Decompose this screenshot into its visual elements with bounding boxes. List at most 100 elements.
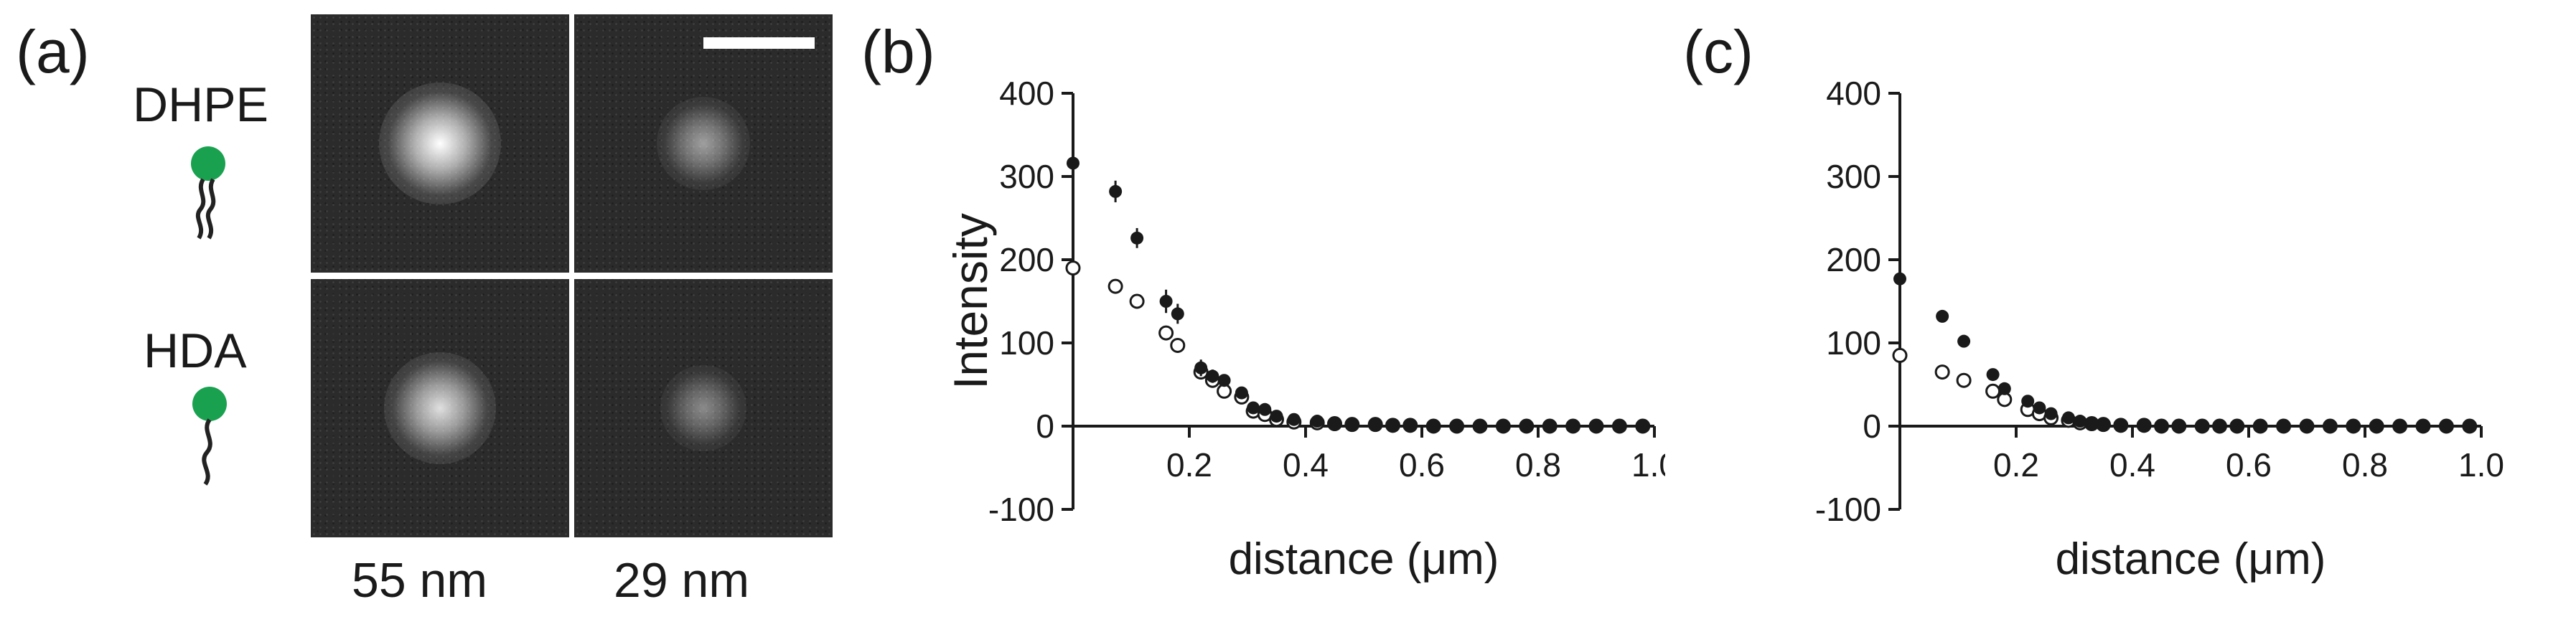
data-point-filled [1369,418,1382,431]
data-point-filled [2440,420,2453,433]
data-point-filled [2213,418,2226,432]
data-point-filled [1217,374,1231,387]
data-point-filled [1345,417,1359,430]
data-point-open [1956,372,1972,388]
data-point-filled [2044,407,2058,420]
data-point-filled [2393,420,2407,433]
x-tick-label: 0.2 [1993,446,2039,484]
fluorescent-spot [379,83,501,204]
data-point-filled [2370,420,2384,433]
data-point-filled [1427,418,1441,432]
data-point-filled [1986,368,2000,382]
data-point-open [1170,337,1186,353]
panel-a-letter: (a) [16,18,90,85]
data-point-filled [1130,231,1144,245]
data-point-filled [2254,420,2267,433]
y-tick-label: 100 [999,324,1054,362]
row-label-hda: HDA [144,324,247,378]
micrograph-dhpe-29nm [574,14,833,273]
panel-c-letter: (c) [1683,18,1753,85]
data-point-open [1934,364,1950,380]
micrograph-dhpe-55nm [311,14,569,273]
data-point-filled [2155,418,2168,432]
y-tick-label: -100 [988,491,1054,528]
lipid-double-tail-icon [191,146,225,240]
fluorescent-spot [660,364,747,452]
x-tick-label: 0.8 [2342,446,2388,484]
column-label-55nm: 55 nm [352,553,487,608]
data-point-open [1892,347,1908,363]
data-point-filled [2061,411,2075,425]
data-point-filled [2021,395,2035,408]
data-point-filled [1109,184,1123,198]
y-tick-label: 0 [1863,407,1881,445]
data-point-filled [1957,334,1971,348]
data-point-filled [1936,309,1949,323]
data-point-filled [1636,420,1649,433]
data-point-filled [2137,418,2151,431]
column-label-29nm: 29 nm [614,553,749,608]
data-point-filled [1566,420,1580,433]
data-point-filled [1590,420,1603,433]
micrograph-hda-29nm [574,279,833,537]
y-tick-label: 400 [1826,75,1881,112]
data-point-filled [1247,401,1260,415]
data-point-filled [1450,420,1463,433]
data-point-filled [2085,416,2099,430]
x-tick-label: 0.4 [1283,446,1329,484]
data-point-open [1129,293,1145,309]
data-point-filled [1497,420,1510,433]
data-point-filled [1328,416,1341,430]
chart-c: -100 0 100 200 300 400 0.2 0.4 0.6 0.8 1.0 distance… [1815,75,2504,584]
data-point-filled [1171,307,1184,321]
data-point-filled [2463,420,2476,433]
x-axis-label: distance (μm) [2056,534,2326,584]
data-point-open [1065,260,1081,276]
data-point-filled [2033,401,2046,415]
data-point-filled [1613,420,1626,433]
data-point-filled [2196,418,2209,432]
scale-bar [703,37,815,49]
x-tick-label: 1.0 [1631,446,1665,484]
data-point-filled [2300,420,2313,433]
data-point-filled [2277,420,2290,433]
y-tick-label: 400 [999,75,1054,112]
fluorescent-spot [383,352,497,465]
data-point-filled [2346,420,2360,433]
y-axis-label: Intensity [944,213,997,390]
data-point-filled [1159,295,1173,308]
x-tick-label: 0.8 [1515,446,1561,484]
lipid-single-tail-icon [192,387,227,486]
data-point-open [1158,325,1174,341]
y-tick-label: 200 [999,241,1054,278]
data-point-filled [2230,420,2244,433]
fluorescent-spot [657,97,750,190]
y-tick-label: 300 [1826,158,1881,195]
data-point-filled [1997,382,2011,395]
data-point-filled [2097,417,2110,430]
data-point-filled [1893,272,1906,286]
row-label-dhpe: DHPE [133,77,268,132]
x-tick-label: 1.0 [2458,446,2504,484]
y-tick-label: 300 [999,158,1054,195]
data-point-filled [1403,418,1417,432]
data-point-open [1107,278,1123,294]
x-tick-label: 0.6 [1399,446,1445,484]
data-point-filled [1258,402,1272,416]
data-point-filled [2074,415,2087,428]
x-tick-label: 0.2 [1166,446,1212,484]
y-tick-label: -100 [1815,491,1881,528]
data-point-filled [1543,418,1557,432]
data-point-filled [1206,369,1219,383]
data-point-filled [1067,156,1079,170]
data-point-filled [2323,420,2337,433]
panel-b-letter: (b) [861,18,935,85]
y-tick-label: 0 [1036,407,1054,445]
data-point-filled [1235,386,1248,400]
data-point-filled [1311,415,1324,428]
x-tick-label: 0.4 [2109,446,2155,484]
micrograph-hda-55nm [311,279,569,537]
data-point-filled [2114,418,2127,431]
data-point-filled [1270,410,1283,423]
data-point-filled [1194,361,1208,374]
